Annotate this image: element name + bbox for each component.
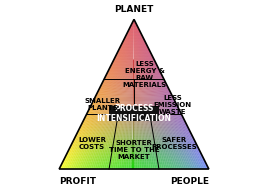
Text: PROFIT: PROFIT bbox=[59, 177, 96, 186]
FancyBboxPatch shape bbox=[109, 106, 159, 121]
Text: PEOPLE: PEOPLE bbox=[170, 177, 209, 186]
Text: PLANET: PLANET bbox=[114, 5, 154, 14]
Text: LESS
ENERGY &
RAW
MATERIALS: LESS ENERGY & RAW MATERIALS bbox=[122, 61, 166, 88]
Text: LESS
EMISSION
WASTE: LESS EMISSION WASTE bbox=[154, 95, 192, 115]
Text: SHORTER
TIME TO THE
MARKET: SHORTER TIME TO THE MARKET bbox=[109, 139, 159, 160]
Text: PROCESS
INTENSIFICATION: PROCESS INTENSIFICATION bbox=[96, 104, 172, 123]
Text: SMALLER
PLANTS: SMALLER PLANTS bbox=[84, 98, 121, 111]
Text: LOWER
COSTS: LOWER COSTS bbox=[78, 137, 106, 150]
Text: SAFER
PROCESSES: SAFER PROCESSES bbox=[151, 137, 197, 150]
